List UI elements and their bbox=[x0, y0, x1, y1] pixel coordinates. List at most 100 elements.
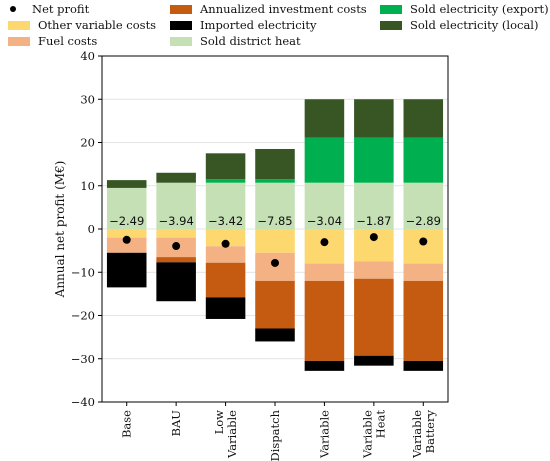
bar-segment-fuel-costs bbox=[304, 263, 345, 281]
bar-segment-sold-electricity-export bbox=[403, 137, 444, 183]
bar-segment-other-variable-costs bbox=[255, 229, 295, 253]
bar-segment-annualized-investment-costs bbox=[304, 280, 345, 361]
legend-item-other-variable-costs: Other variable costs bbox=[8, 18, 156, 32]
y-tick-label: 20 bbox=[80, 136, 95, 150]
legend-swatch bbox=[8, 20, 30, 30]
legend-swatch bbox=[8, 36, 30, 46]
bar-segment-sold-district-heat bbox=[106, 187, 147, 229]
bar-segment-other-variable-costs bbox=[403, 229, 444, 264]
bar-segment-other-variable-costs bbox=[106, 229, 147, 238]
y-tick-label: −30 bbox=[71, 352, 95, 366]
bar-segment-sold-electricity-export bbox=[304, 137, 345, 183]
net-profit-point bbox=[419, 237, 428, 246]
legend-swatch bbox=[170, 36, 192, 46]
net-profit-point bbox=[172, 242, 181, 251]
bar-segment-imported-electricity bbox=[304, 360, 345, 371]
bar-segment-sold-electricity-local bbox=[304, 99, 345, 138]
x-tick-label-line: Variable bbox=[410, 410, 424, 459]
legend-item-district-heat: Sold district heat bbox=[170, 34, 301, 48]
legend-item-imported-electricity: Imported electricity bbox=[170, 18, 316, 32]
net-profit-label: −2.89 bbox=[406, 214, 441, 228]
x-tick-label: Variable Battery bbox=[410, 410, 437, 459]
x-tick-label: Variable bbox=[317, 410, 331, 459]
y-tick-label: −10 bbox=[71, 265, 95, 279]
bar-segment-sold-electricity-local bbox=[205, 153, 246, 180]
x-tick-label-line: Dispatch bbox=[268, 409, 282, 461]
legend-label: Sold electricity (export) bbox=[410, 2, 549, 16]
x-tick-label-line: BAU bbox=[169, 410, 183, 437]
x-tick-label-line: Variable bbox=[317, 410, 331, 459]
bar-segment-annualized-investment-costs bbox=[403, 280, 444, 361]
y-tick-label: 0 bbox=[88, 222, 95, 236]
legend-swatch bbox=[170, 4, 192, 14]
x-tick-label: Low Variable bbox=[212, 410, 239, 459]
bar-segment-sold-electricity-local bbox=[156, 172, 196, 183]
net-profit-label: −1.87 bbox=[356, 214, 391, 228]
x-tick-label-line: Low bbox=[212, 410, 226, 435]
legend: Net profit Other variable costs Fuel cos… bbox=[0, 0, 550, 52]
legend-item-investment: Annualized investment costs bbox=[170, 2, 367, 16]
y-tick-label: 40 bbox=[80, 49, 95, 63]
bar-segment-sold-electricity-local bbox=[106, 180, 147, 188]
bar-segment-sold-electricity-export bbox=[255, 179, 295, 183]
bar-segment-other-variable-costs bbox=[156, 229, 196, 238]
x-tick-label-line: Base bbox=[120, 410, 134, 438]
net-profit-point bbox=[271, 258, 279, 267]
x-tick-label: BAU bbox=[169, 410, 183, 437]
bar-segment-imported-electricity bbox=[403, 360, 444, 371]
bar-segment-sold-district-heat bbox=[205, 182, 246, 229]
x-tick-label-line: Variable bbox=[225, 410, 239, 459]
legend-item-export: Sold electricity (export) bbox=[380, 2, 549, 16]
legend-label: Fuel costs bbox=[38, 34, 98, 48]
x-tick-label-line: Variable bbox=[360, 410, 374, 459]
x-tick-label-line: Heat bbox=[373, 410, 387, 439]
x-tick-label: Base bbox=[120, 410, 134, 438]
bar-segment-sold-electricity-export bbox=[354, 137, 394, 183]
bar-segment-sold-electricity-local bbox=[403, 99, 444, 138]
x-tick-label: Variable Heat bbox=[360, 410, 387, 459]
bar-segment-annualized-investment-costs bbox=[156, 257, 196, 263]
legend-swatch bbox=[380, 4, 402, 14]
bar-segment-annualized-investment-costs bbox=[255, 280, 295, 329]
bar-segment-sold-electricity-local bbox=[354, 99, 394, 138]
bar-segment-imported-electricity bbox=[156, 262, 196, 302]
bar-segment-fuel-costs bbox=[403, 263, 444, 281]
net-profit-point bbox=[221, 239, 230, 248]
legend-label: Other variable costs bbox=[38, 18, 157, 32]
bar-segment-sold-electricity-export bbox=[205, 179, 246, 183]
net-profit-label: −2.49 bbox=[109, 214, 144, 228]
bar-segment-fuel-costs bbox=[205, 246, 246, 263]
x-tick-label: Dispatch bbox=[268, 409, 282, 461]
bar-segment-other-variable-costs bbox=[304, 229, 345, 264]
net-profit-label: −3.42 bbox=[208, 214, 243, 228]
y-tick-label: 10 bbox=[80, 179, 95, 193]
net-profit-point bbox=[369, 233, 378, 242]
bar-segment-sold-electricity-local bbox=[255, 148, 295, 180]
y-axis-label: Annual net profit (M€) bbox=[53, 161, 67, 299]
bar-segment-annualized-investment-costs bbox=[205, 262, 246, 298]
legend-swatch bbox=[380, 20, 402, 30]
net-profit-point bbox=[320, 238, 329, 247]
legend-label: Imported electricity bbox=[200, 18, 317, 32]
legend-item-net-profit: Net profit bbox=[2, 2, 89, 16]
bar-segment-sold-district-heat bbox=[304, 182, 345, 229]
bar-segment-other-variable-costs bbox=[205, 229, 246, 247]
bar-segment-imported-electricity bbox=[205, 297, 246, 319]
net-profit-marker-icon bbox=[10, 6, 16, 12]
bar-segment-annualized-investment-costs bbox=[354, 278, 394, 356]
bar-segment-fuel-costs bbox=[354, 261, 394, 279]
bar-segment-imported-electricity bbox=[354, 355, 394, 366]
x-tick-label-line: Battery bbox=[423, 410, 437, 454]
bar-segment-sold-district-heat bbox=[255, 182, 295, 229]
legend-label: Sold electricity (local) bbox=[410, 18, 539, 32]
net-profit-label: −3.94 bbox=[159, 214, 194, 228]
legend-label: Sold district heat bbox=[200, 34, 301, 48]
bar-segment-sold-district-heat bbox=[403, 182, 444, 229]
net-profit-label: −7.85 bbox=[257, 214, 292, 228]
bars bbox=[106, 99, 444, 371]
net-profit-point bbox=[122, 235, 131, 244]
y-tick-label: −20 bbox=[71, 309, 95, 323]
legend-item-local: Sold electricity (local) bbox=[380, 18, 538, 32]
